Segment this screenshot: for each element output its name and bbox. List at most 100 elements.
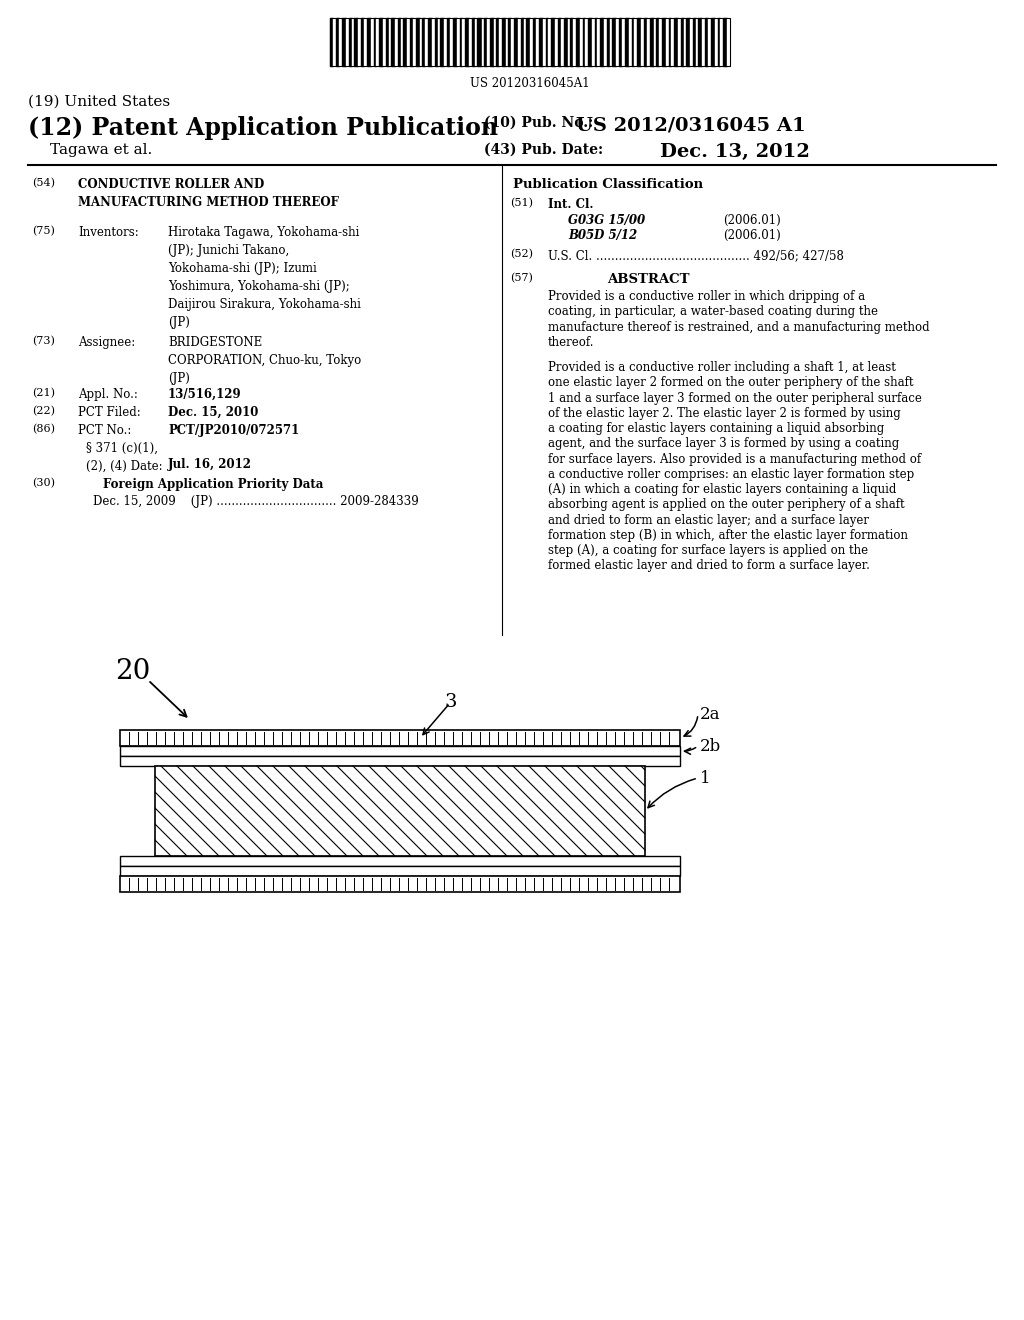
Text: 1: 1 [700,770,711,787]
Bar [472,18,474,66]
Text: for surface layers. Also provided is a manufacturing method of: for surface layers. Also provided is a m… [548,453,922,466]
Bar [698,18,702,66]
Text: Foreign Application Priority Data: Foreign Application Priority Data [103,478,324,491]
Text: of the elastic layer 2. The elastic layer 2 is formed by using: of the elastic layer 2. The elastic laye… [548,407,901,420]
Text: (22): (22) [32,407,55,416]
Bar [481,18,483,66]
Text: 20: 20 [115,657,151,685]
Text: (30): (30) [32,478,55,488]
Bar [592,18,595,66]
Bar [379,18,383,66]
Bar [509,18,511,66]
Bar [620,18,623,66]
Bar [706,18,709,66]
Text: formed elastic layer and dried to form a surface layer.: formed elastic layer and dried to form a… [548,560,869,573]
Bar [367,18,371,66]
Bar [489,18,494,66]
Bar [595,18,597,66]
Text: Inventors:: Inventors: [78,226,138,239]
Bar [647,18,649,66]
Text: Hirotaka Tagawa, Yokohama-shi
(JP); Junichi Takano,
Yokohama-shi (JP); Izumi
Yos: Hirotaka Tagawa, Yokohama-shi (JP); Juni… [168,226,360,329]
Bar [720,18,723,66]
Bar [686,18,690,66]
Bar [683,18,686,66]
Bar [666,18,669,66]
Bar [465,18,469,66]
Text: (51): (51) [510,198,534,209]
Bar [432,18,435,66]
Bar [371,18,374,66]
Bar [656,18,658,66]
Text: Int. Cl.: Int. Cl. [548,198,594,211]
Text: coating, in particular, a water-based coating during the: coating, in particular, a water-based co… [548,305,878,318]
Bar [354,18,358,66]
Text: (52): (52) [510,249,534,259]
Bar [497,18,500,66]
Text: Publication Classification: Publication Classification [513,178,703,191]
Bar [336,18,339,66]
Bar [120,756,680,766]
Text: Appl. No.:: Appl. No.: [78,388,138,401]
Text: agent, and the surface layer 3 is formed by using a coating: agent, and the surface layer 3 is formed… [548,437,899,450]
Bar [632,18,634,66]
Text: (2006.01): (2006.01) [723,214,780,227]
Bar [672,18,675,66]
Bar [506,18,509,66]
Text: formation step (B) in which, after the elastic layer formation: formation step (B) in which, after the e… [548,529,908,543]
Bar [408,18,411,66]
Text: Provided is a conductive roller in which dripping of a: Provided is a conductive roller in which… [548,290,865,304]
Bar [634,18,637,66]
Text: (19) United States: (19) United States [28,95,170,110]
Bar [450,18,453,66]
Text: (10) Pub. No.:: (10) Pub. No.: [484,116,593,129]
Bar [339,18,342,66]
Bar [583,18,586,66]
Bar [530,18,534,66]
Bar [524,18,526,66]
Text: absorbing agent is applied on the outer periphery of a shaft: absorbing agent is applied on the outer … [548,499,904,511]
Text: Dec. 13, 2012: Dec. 13, 2012 [660,143,810,161]
Bar [376,18,379,66]
Bar [563,18,567,66]
Bar [543,18,546,66]
Bar [678,18,681,66]
Bar [597,18,600,66]
Text: G03G 15/00: G03G 15/00 [568,214,645,227]
Bar [572,18,575,66]
Bar [483,18,486,66]
Bar [727,18,730,66]
Bar [604,18,607,66]
Bar [474,18,477,66]
Text: 2b: 2b [700,738,721,755]
Bar [511,18,514,66]
Bar [352,18,354,66]
Bar [388,18,391,66]
Bar [486,18,489,66]
Bar [386,18,388,66]
Bar [420,18,422,66]
Bar [447,18,450,66]
Text: step (A), a coating for surface layers is applied on the: step (A), a coating for surface layers i… [548,544,868,557]
Text: one elastic layer 2 formed on the outer periphery of the shaft: one elastic layer 2 formed on the outer … [548,376,913,389]
Bar [610,18,612,66]
Bar [120,746,680,756]
Bar [658,18,662,66]
Bar [629,18,632,66]
Bar [612,18,616,66]
Bar [526,18,530,66]
Bar [723,18,727,66]
Bar [155,766,645,855]
Bar [500,18,502,66]
Bar [120,730,680,746]
Bar [514,18,518,66]
Bar [567,18,570,66]
Bar [414,18,416,66]
Bar [546,18,548,66]
Bar [349,18,352,66]
Bar [662,18,666,66]
Text: (2006.01): (2006.01) [723,228,780,242]
Bar [561,18,563,66]
Bar [403,18,408,66]
Bar [637,18,641,66]
Bar [469,18,472,66]
